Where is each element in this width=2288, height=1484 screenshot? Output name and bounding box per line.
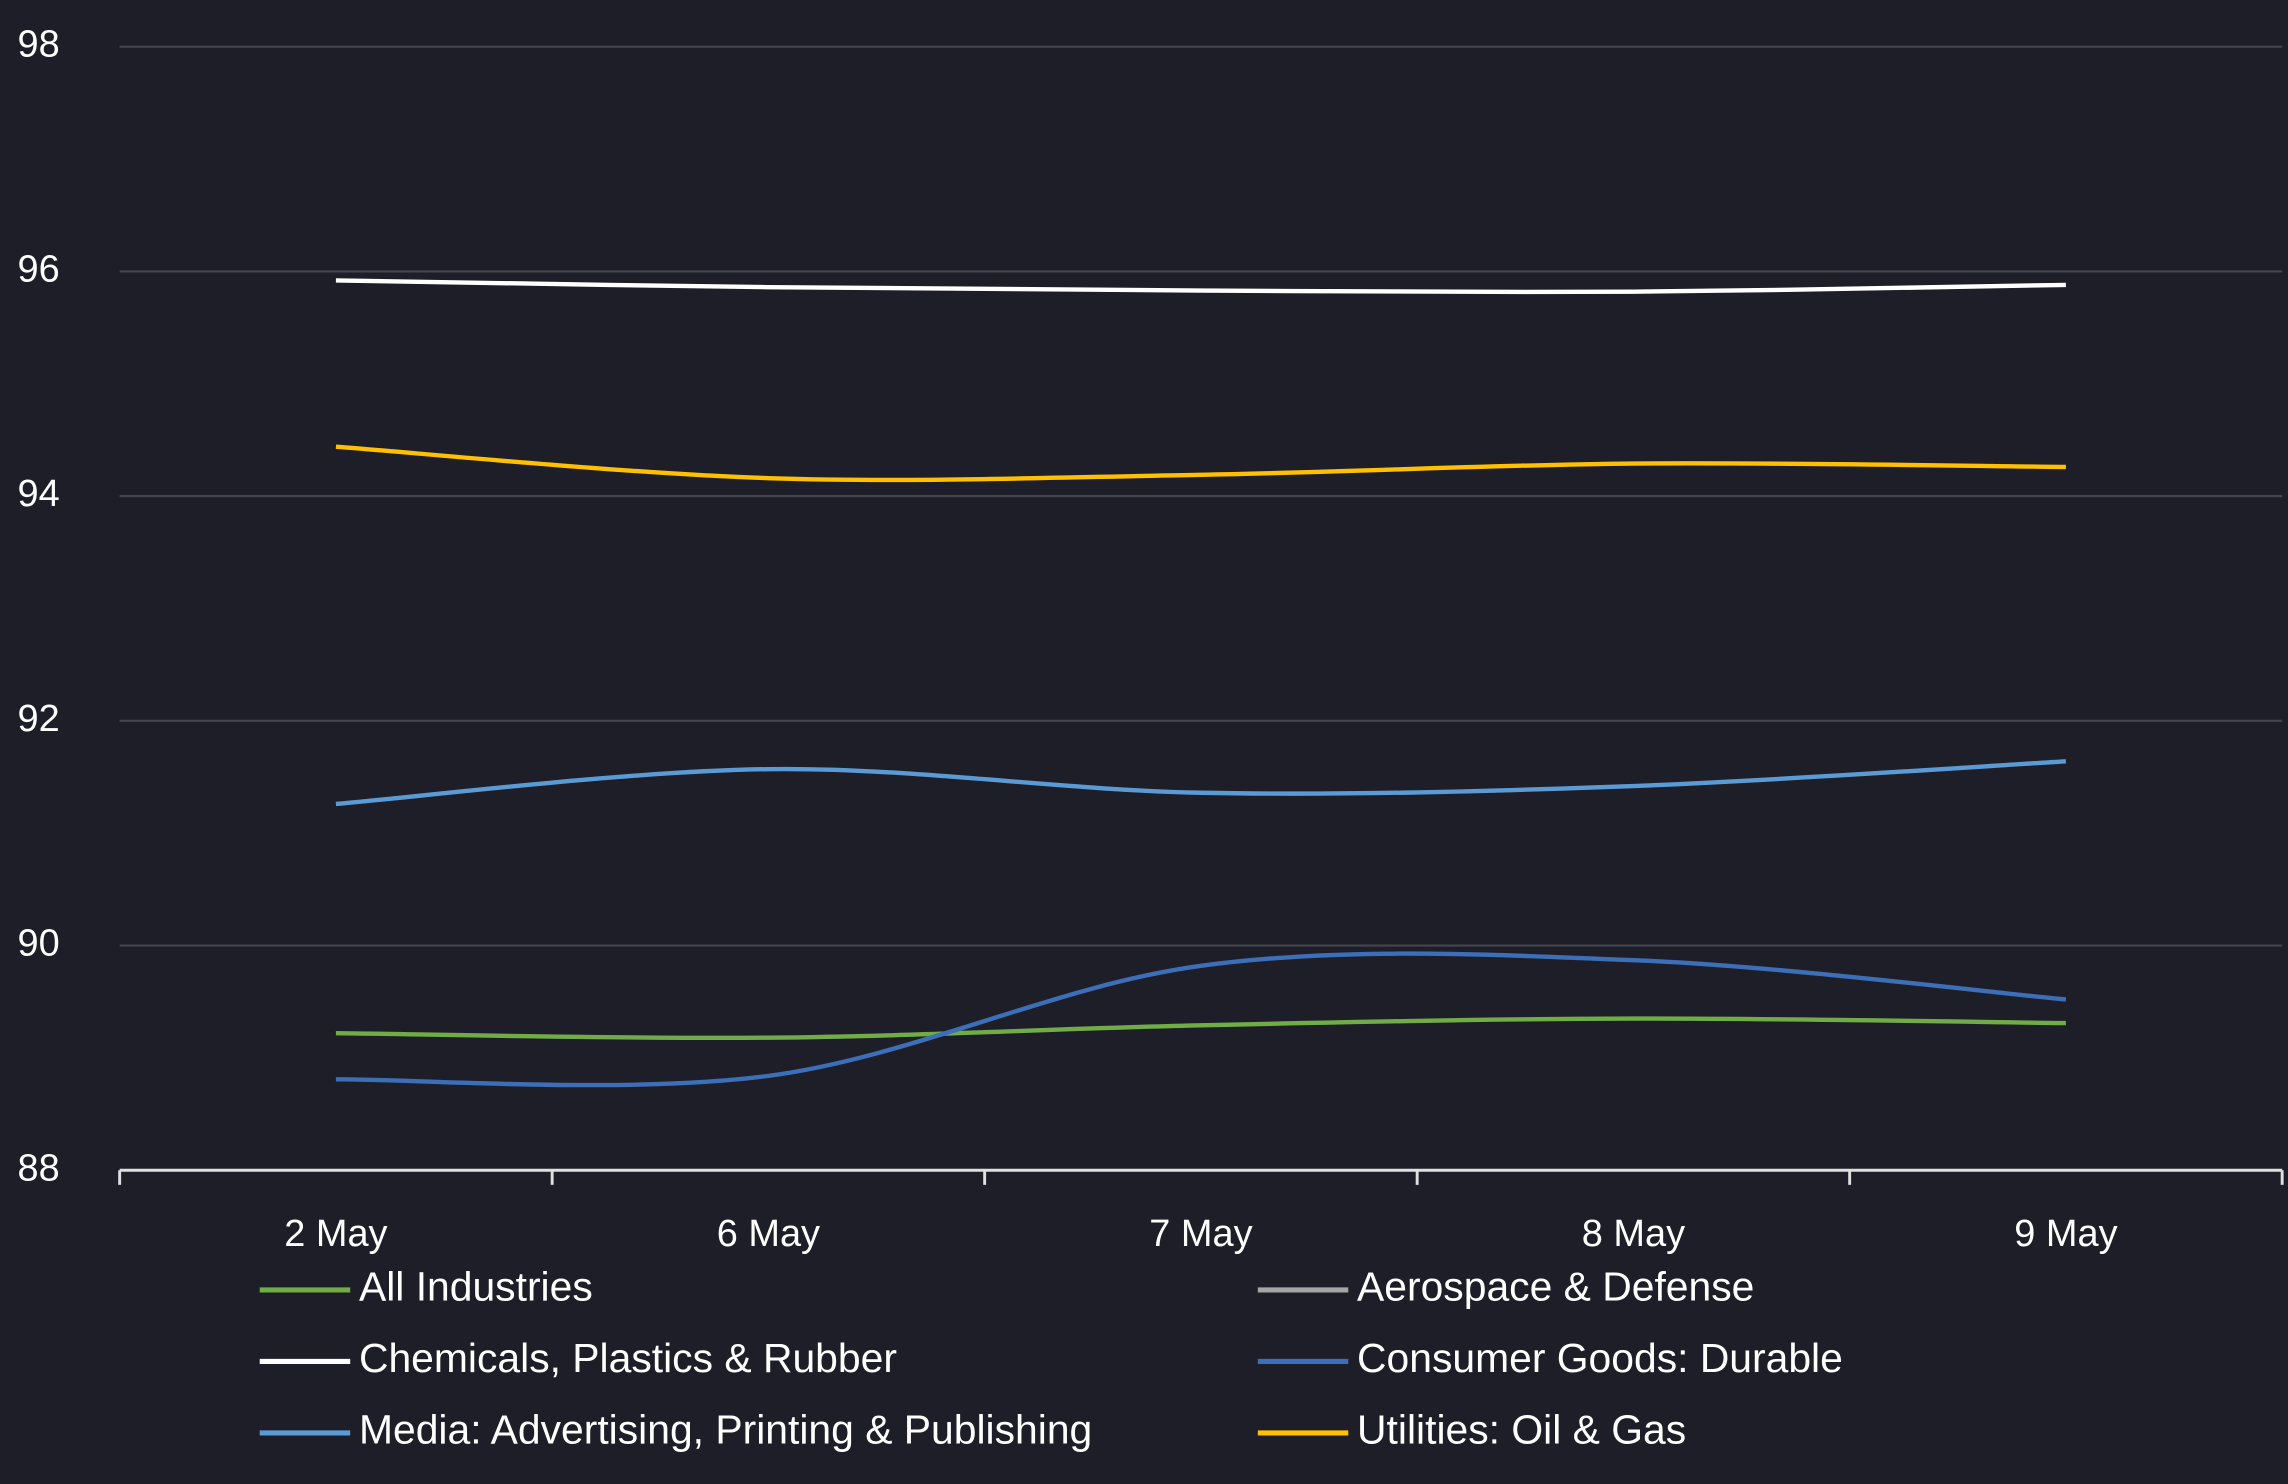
y-tick-label: 92 <box>18 698 60 740</box>
series-line <box>335 759 2067 807</box>
series-line <box>335 1016 2066 1041</box>
x-tick-label: 8 May <box>1582 1213 1685 1255</box>
legend-label: Chemicals, Plastics & Rubber <box>359 1335 897 1381</box>
x-tick-label: 6 May <box>717 1213 820 1255</box>
series-line <box>335 444 2066 483</box>
series-line <box>335 951 2067 1088</box>
y-tick-label: 98 <box>18 24 60 66</box>
y-tick-label: 88 <box>18 1147 60 1189</box>
legend-label: Media: Advertising, Printing & Publishin… <box>359 1407 1092 1453</box>
y-tick-label: 90 <box>18 923 60 965</box>
legend-label: All Industries <box>359 1264 593 1310</box>
legend-label: Utilities: Oil & Gas <box>1357 1407 1686 1453</box>
legend-label: Aerospace & Defense <box>1357 1264 1754 1310</box>
y-tick-label: 94 <box>18 473 60 515</box>
legend-label: Consumer Goods: Durable <box>1357 1335 1843 1381</box>
y-tick-label: 96 <box>18 248 60 290</box>
x-tick-label: 7 May <box>1149 1213 1252 1255</box>
x-tick-label: 2 May <box>284 1213 387 1255</box>
series-line <box>335 278 2066 295</box>
x-tick-label: 9 May <box>2014 1213 2117 1255</box>
